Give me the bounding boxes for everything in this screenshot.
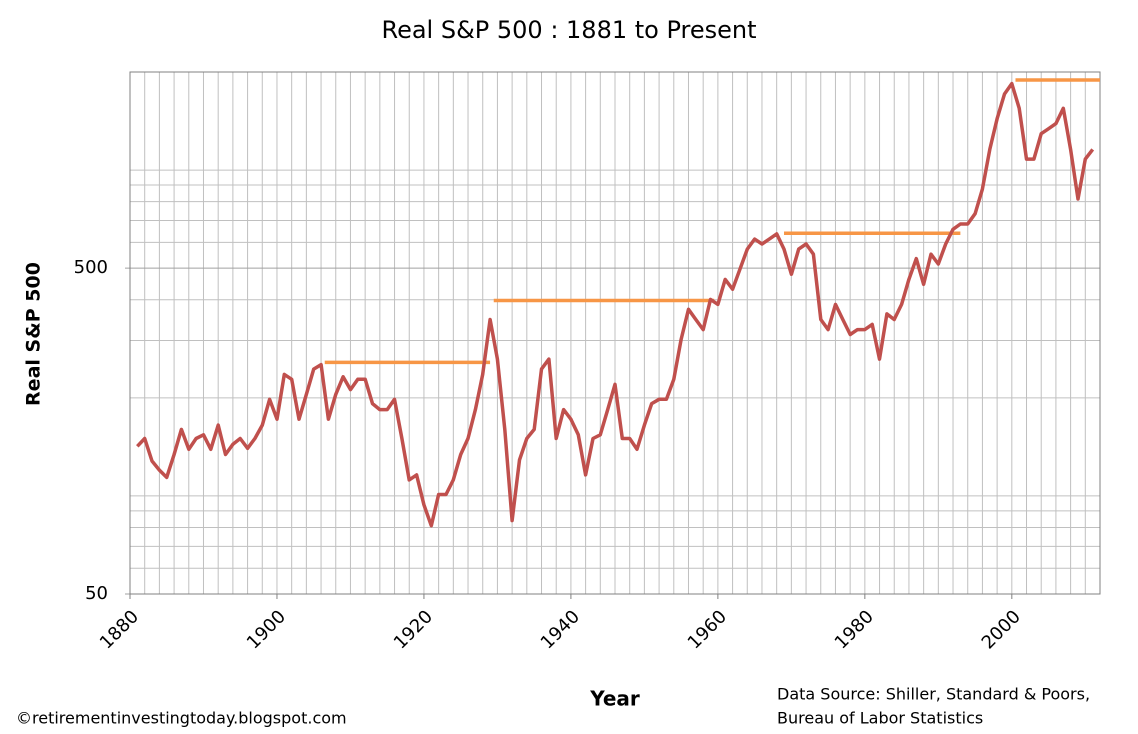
plot-border [129, 71, 1101, 595]
data-line [136, 81, 1095, 528]
footnote: ©retirementinvestingtoday.blogspot.com [16, 709, 347, 728]
x-axis-label: Year [589, 687, 640, 711]
source-line: Data Source: Shiller, Standard & Poors, [777, 685, 1090, 704]
chart-title: Real S&P 500 : 1881 to Present [381, 16, 756, 44]
y-axis-label: Real S&P 500 [23, 262, 45, 406]
y-tick-label: 500 [74, 257, 108, 278]
y-tick-label: 50 [85, 583, 108, 604]
source-line: Bureau of Labor Statistics [777, 709, 983, 728]
